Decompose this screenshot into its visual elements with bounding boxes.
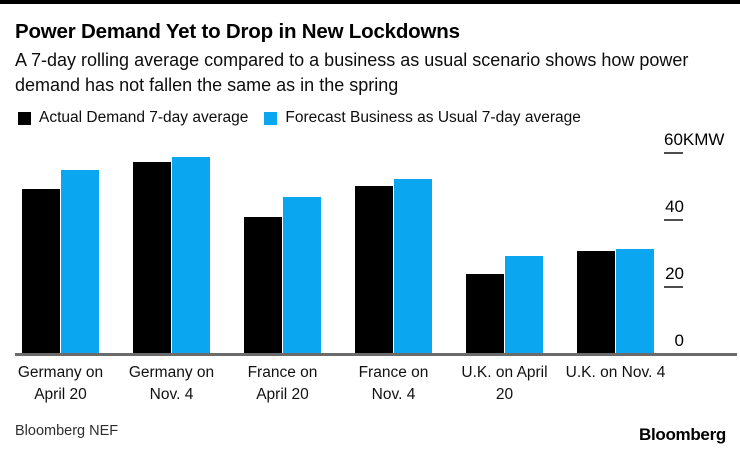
bar-actual-4 bbox=[355, 185, 393, 353]
bar-actual-6 bbox=[577, 250, 615, 353]
x-axis-baseline bbox=[15, 353, 737, 356]
bloomberg-logo: Bloomberg bbox=[638, 425, 726, 444]
bar-forecast-3 bbox=[283, 197, 321, 353]
legend-item-actual: Actual Demand 7-day average bbox=[18, 109, 248, 127]
x-axis-label-2: Germany on Nov. 4 bbox=[128, 364, 215, 403]
bar-actual-3 bbox=[244, 217, 282, 353]
bar-forecast-4 bbox=[394, 178, 432, 353]
legend-item-forecast: Forecast Business as Usual 7-day average bbox=[264, 109, 581, 127]
bar-actual-5 bbox=[466, 274, 504, 353]
legend-swatch-actual-icon bbox=[18, 111, 31, 125]
x-axis-label-3: France on April 20 bbox=[247, 364, 318, 403]
y-axis-tick-20 bbox=[664, 286, 683, 288]
bar-forecast-1 bbox=[61, 170, 99, 353]
source-attribution: Bloomberg NEF bbox=[15, 423, 119, 439]
x-axis-label-6: U.K. on Nov. 4 bbox=[565, 364, 666, 381]
y-axis-tick-60 bbox=[664, 152, 683, 154]
x-axis-label-5: U.K. on April 20 bbox=[461, 364, 548, 403]
chart-subtitle: A 7-day rolling average compared to a bu… bbox=[15, 50, 689, 95]
legend-label-actual: Actual Demand 7-day average bbox=[39, 109, 249, 126]
chart-legend: Actual Demand 7-day average Forecast Bus… bbox=[18, 109, 581, 127]
y-axis-label-60: 60KMW bbox=[664, 129, 725, 149]
x-axis-label-1: Germany on April 20 bbox=[17, 364, 104, 403]
chart-title: Power Demand Yet to Drop in New Lockdown… bbox=[15, 20, 460, 43]
y-axis-tick-40 bbox=[664, 219, 683, 221]
y-axis-label-0: 0 bbox=[674, 330, 684, 350]
bar-forecast-6 bbox=[616, 249, 654, 353]
y-axis-label-40: 40 bbox=[665, 196, 684, 216]
top-border-rule bbox=[0, 0, 740, 4]
y-axis-label-20: 20 bbox=[665, 263, 684, 283]
bar-actual-2 bbox=[133, 162, 171, 353]
x-axis-label-4: France on Nov. 4 bbox=[358, 364, 429, 403]
legend-label-forecast: Forecast Business as Usual 7-day average bbox=[285, 109, 581, 126]
bar-actual-1 bbox=[22, 188, 60, 353]
bar-forecast-5 bbox=[505, 255, 543, 353]
bar-forecast-2 bbox=[172, 157, 210, 353]
legend-swatch-forecast-icon bbox=[264, 111, 278, 125]
